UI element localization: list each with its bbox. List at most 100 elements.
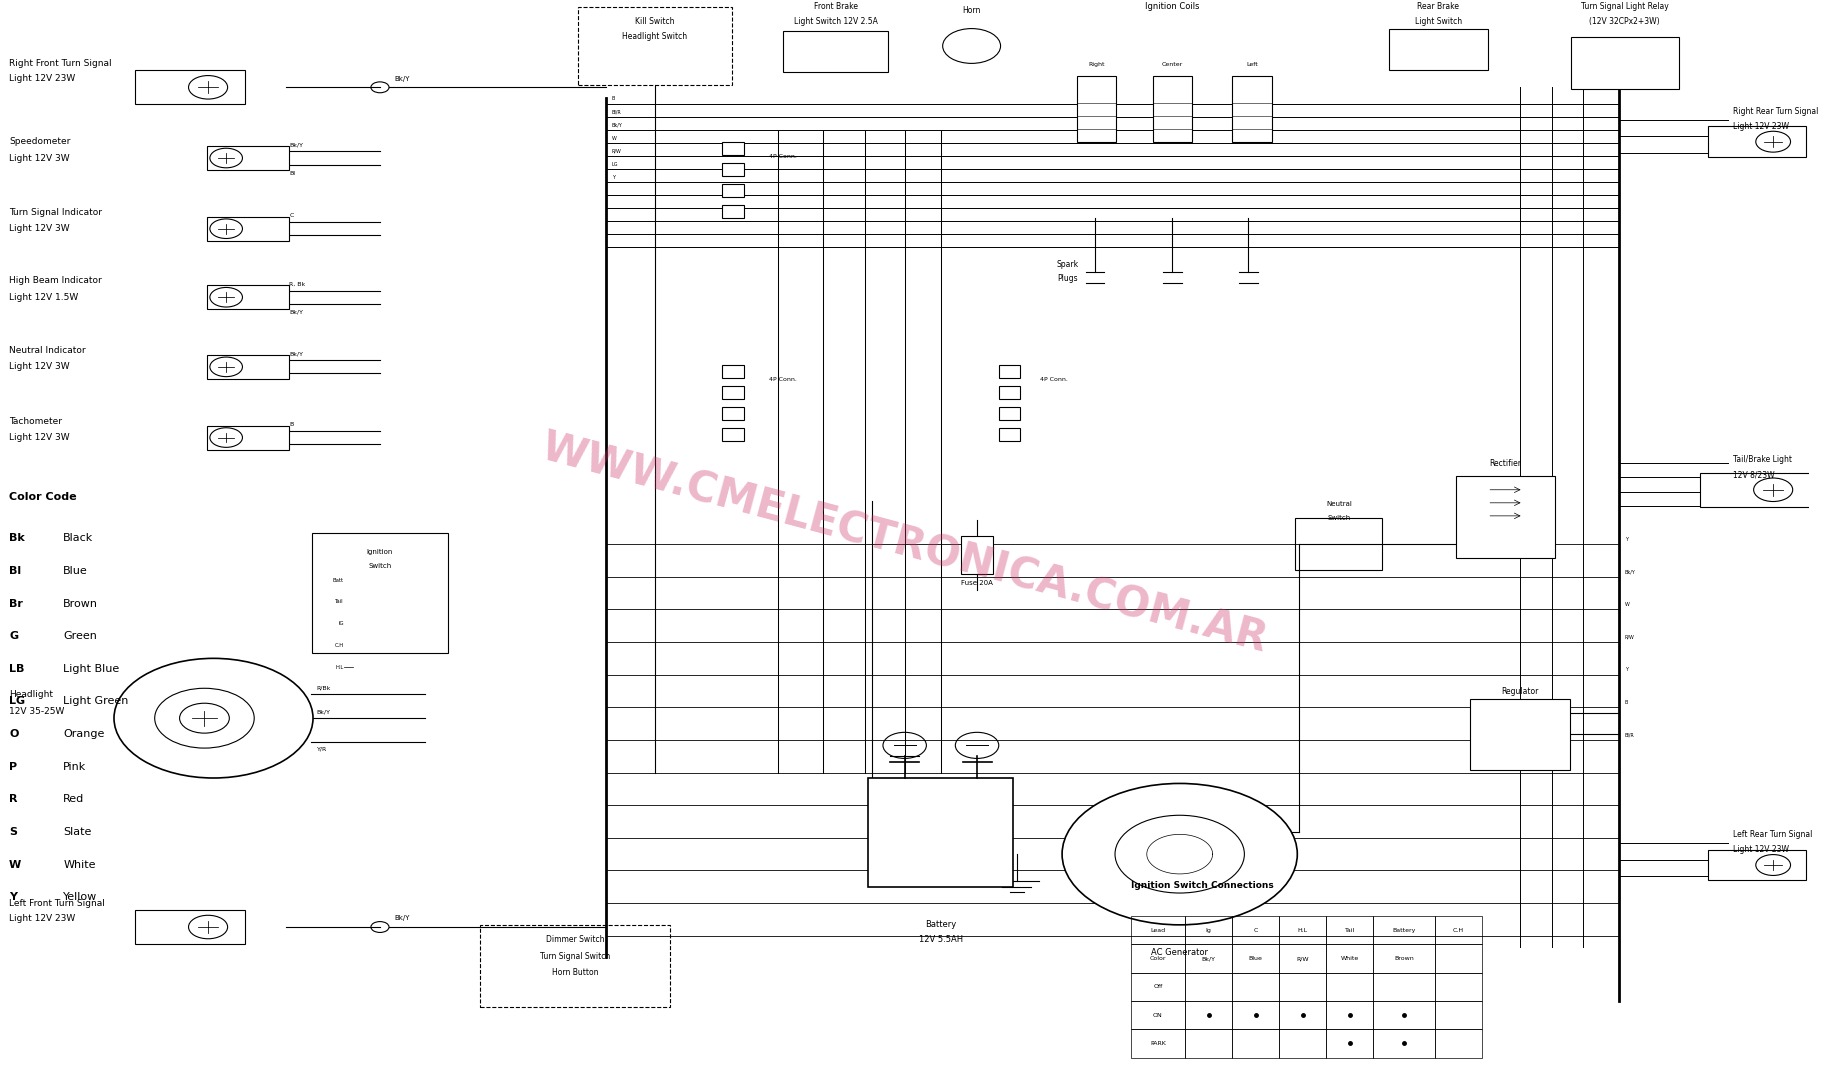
Bar [207,355,290,379]
Bar [1327,916,1373,944]
Text: Bk/Y: Bk/Y [395,75,409,82]
Text: Light 12V 3W: Light 12V 3W [9,362,70,371]
Text: Battery: Battery [1393,928,1417,932]
Text: Kill Switch: Kill Switch [635,17,675,26]
Text: Brown: Brown [64,598,99,608]
Bar [1435,916,1483,944]
Bar [207,425,290,449]
Bar [998,407,1020,420]
Bar [1373,973,1435,1001]
Bar [1708,126,1806,157]
Text: Switch: Switch [369,562,391,569]
Text: R: R [9,794,18,804]
Bar [1373,944,1435,973]
Bar [721,143,743,156]
Text: Rear Brake: Rear Brake [1417,2,1459,11]
Text: S: S [9,827,17,837]
Text: White: White [1341,956,1360,961]
Text: Battery: Battery [925,920,956,929]
Text: Red: Red [64,794,84,804]
Bar [721,163,743,176]
Text: R/W: R/W [611,149,622,153]
Bar [1279,916,1327,944]
Text: Light 12V 23W: Light 12V 23W [9,914,75,923]
Text: H.L: H.L [1297,928,1308,932]
Text: Left Rear Turn Signal: Left Rear Turn Signal [1734,830,1813,839]
Text: Spark: Spark [1057,260,1079,269]
Bar [1435,973,1483,1001]
Bar [1571,37,1679,89]
Text: B: B [290,422,294,426]
Text: Turn Signal Switch: Turn Signal Switch [539,952,611,961]
Bar [1455,477,1554,558]
Circle shape [1062,783,1297,925]
Text: Orange: Orange [64,729,105,739]
Text: C.H: C.H [1453,928,1464,932]
Text: Dimmer Switch: Dimmer Switch [547,936,604,944]
Text: Bk/Y: Bk/Y [611,123,622,127]
Text: Light 12V 23W: Light 12V 23W [1734,845,1789,854]
Text: Bk/Y: Bk/Y [317,709,330,714]
Bar [1327,1029,1373,1058]
Text: Center: Center [1162,62,1184,66]
Text: Light 12V 3W: Light 12V 3W [9,153,70,162]
Bar [1470,700,1569,770]
Text: WWW.CMELECTRONICA.COM.AR: WWW.CMELECTRONICA.COM.AR [538,426,1273,662]
Bar [134,910,244,944]
Text: Green: Green [64,631,97,641]
Bar [962,536,993,574]
Bar [207,285,290,309]
Bar [1231,973,1279,1001]
Bar [1185,1029,1231,1058]
Text: H.L: H.L [336,665,343,669]
Bar [1327,1001,1373,1029]
Bar [1231,1001,1279,1029]
Text: W: W [9,860,22,869]
Text: B: B [1624,700,1628,705]
Bar [1231,944,1279,973]
Bar [1279,973,1327,1001]
Text: Front Brake: Front Brake [815,2,859,11]
Text: Y: Y [1624,667,1628,672]
Text: Off: Off [1154,985,1163,989]
Bar [721,428,743,441]
Text: Light Blue: Light Blue [64,664,119,673]
Bar [1077,76,1116,141]
Text: Left Front Turn Signal: Left Front Turn Signal [9,899,105,907]
Bar [1231,76,1272,141]
Text: W: W [611,136,617,140]
Text: Lead: Lead [1151,928,1165,932]
Text: White: White [64,860,95,869]
Text: High Beam Indicator: High Beam Indicator [9,276,101,285]
Text: Bk/Y: Bk/Y [1202,956,1215,961]
Bar [1231,1029,1279,1058]
Text: Regulator: Regulator [1501,688,1538,696]
Text: O: O [9,729,18,739]
Text: Fuse 20A: Fuse 20A [962,581,993,586]
Text: Right: Right [1088,62,1105,66]
Text: Blue: Blue [1250,956,1262,961]
Bar [1185,973,1231,1001]
Bar [721,205,743,218]
Bar [1231,916,1279,944]
Circle shape [943,28,1000,63]
Text: Y/R: Y/R [317,746,327,751]
Text: Light 12V 1.5W: Light 12V 1.5W [9,293,79,301]
Bar [207,146,290,170]
Bar [1435,1029,1483,1058]
Text: Rectifier: Rectifier [1490,459,1521,468]
Bar [1373,1001,1435,1029]
Text: Horn Button: Horn Button [552,968,598,977]
Text: 4P Conn.: 4P Conn. [769,378,796,382]
Text: 12V 5.5AH: 12V 5.5AH [919,936,963,944]
Bar [481,926,670,1007]
Text: Light 12V 3W: Light 12V 3W [9,433,70,442]
Bar [1130,973,1185,1001]
Text: Bk: Bk [9,533,26,543]
Bar [578,7,732,85]
Text: R/Bk: R/Bk [317,685,330,690]
Text: Headlight: Headlight [9,690,53,698]
Bar [312,533,448,653]
Bar [1130,916,1185,944]
Text: Bl/R: Bl/R [1624,732,1635,738]
